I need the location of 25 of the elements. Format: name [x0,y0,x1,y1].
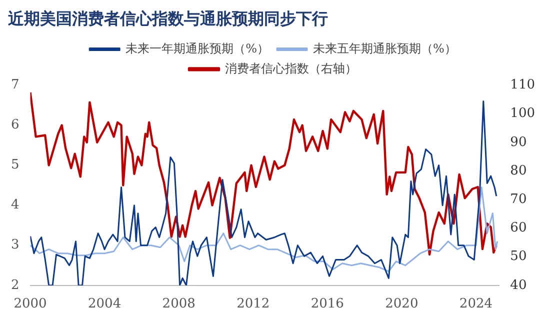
legend-label: 消费者信心指数（右轴） [225,61,357,76]
y2-tick-label: 110 [510,78,536,93]
y-tick-label: 7 [10,78,20,93]
x-tick-label: 2024 [459,296,493,312]
legend-label: 未来五年期通胀预期（%） [313,41,456,56]
x-tick-label: 2008 [162,296,196,312]
legend-label: 未来一年期通胀预期（%） [126,41,270,56]
y2-tick-label: 60 [510,220,527,236]
x-tick-label: 2012 [236,296,270,312]
y2-tick-label: 50 [510,249,527,264]
y2-tick-label: 90 [510,134,527,150]
y2-tick-label: 80 [510,163,527,178]
y-tick-label: 5 [10,158,20,173]
y2-tick-label: 100 [510,106,536,122]
y2-tick-label: 70 [510,192,527,207]
y-tick-label: 2 [10,278,20,293]
x-tick-label: 2020 [385,296,418,312]
chart-title: 近期美国消费者信心指数与通胀预期同步下行 [7,8,328,28]
x-tick-label: 2004 [88,296,122,312]
y-tick-label: 4 [10,198,20,213]
x-tick-label: 2000 [14,296,47,312]
y-tick-label: 3 [10,238,20,253]
y2-tick-label: 40 [510,278,527,293]
x-tick-label: 2016 [310,296,344,312]
y-tick-label: 6 [10,118,20,133]
